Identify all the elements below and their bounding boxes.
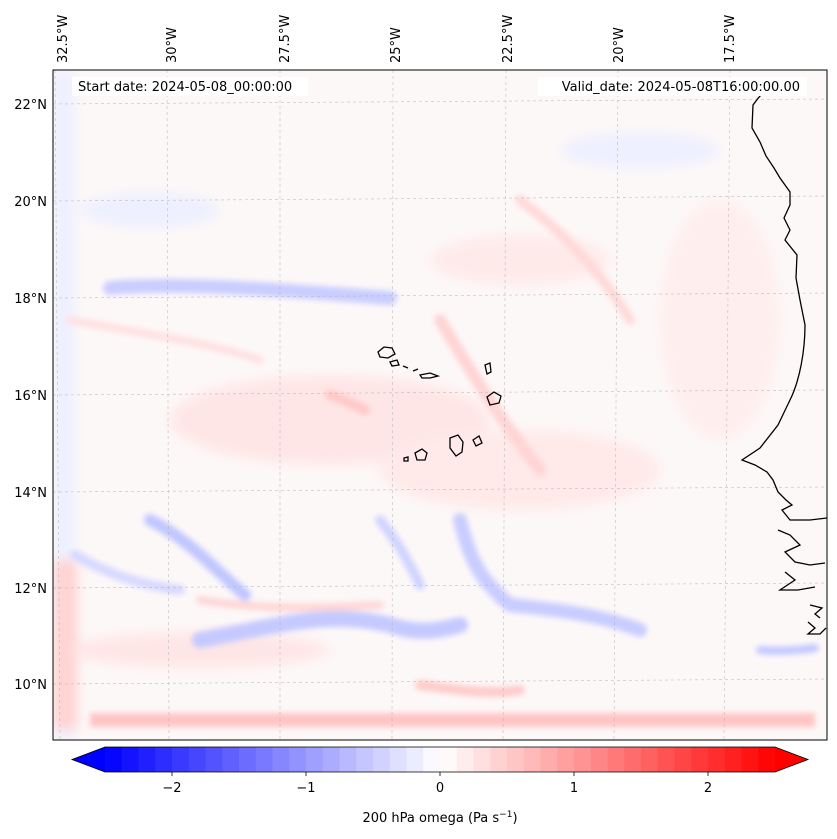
colorbar-segment	[557, 747, 575, 772]
lon-label-22-5w: 22.5°W	[501, 15, 516, 63]
lon-label-25w: 25°W	[389, 27, 404, 63]
colorbar-segment	[507, 747, 525, 772]
colorbar-segment	[205, 747, 223, 772]
colorbar-segment	[339, 747, 357, 772]
colorbar-segment	[389, 747, 408, 772]
colorbar-segment	[490, 747, 508, 772]
colorbar-segment	[724, 747, 743, 772]
colorbar-segment	[523, 747, 542, 772]
colorbar-segment	[758, 747, 776, 772]
lat-label-22n: 22°N	[14, 98, 47, 113]
lon-label-17-5w: 17.5°W	[723, 15, 738, 63]
start-date-label: Start date: 2024-05-08_00:00:00	[78, 80, 292, 95]
lat-label-10n: 10°N	[14, 678, 47, 693]
colorbar-segment	[406, 747, 424, 772]
colorbar-extend-high	[775, 747, 808, 772]
colorbar-segment	[239, 747, 257, 772]
longitude-labels: 32.5°W 30°W 27.5°W 25°W 22.5°W 20°W 17.5…	[56, 15, 738, 63]
colorbar-tick-labels: −2 −1 0 1 2	[162, 781, 712, 796]
colorbar-tick-label-minus-2: −2	[162, 781, 181, 796]
colorbar-segment	[574, 747, 592, 772]
colorbar-segment	[708, 747, 726, 772]
colorbar-segment	[138, 747, 156, 772]
colorbar-segment	[356, 747, 374, 772]
colorbar: −2 −1 0 1 2 200 hPa omega (Pa s−1)	[70, 746, 810, 826]
lon-label-30w: 30°W	[165, 27, 180, 63]
colorbar-segment	[373, 747, 391, 772]
colorbar-segment	[105, 747, 123, 772]
colorbar-segment	[322, 747, 341, 772]
colorbar-segment	[691, 747, 709, 772]
colorbar-segment	[172, 747, 190, 772]
colorbar-segment	[306, 747, 324, 772]
colorbar-tick-label-2: 2	[704, 781, 712, 796]
omega-field	[53, 70, 827, 740]
valid-date-box	[538, 77, 807, 96]
latitude-labels: 22°N 20°N 18°N 16°N 14°N 12°N 10°N	[14, 98, 47, 693]
colorbar-segment	[590, 747, 609, 772]
colorbar-segment	[741, 747, 759, 772]
colorbar-segment	[540, 747, 558, 772]
colorbar-label: 200 hPa omega (Pa s−1)	[362, 810, 517, 826]
colorbar-segment	[674, 747, 692, 772]
map-frame	[52, 69, 828, 741]
colorbar-ticks	[171, 772, 709, 776]
colorbar-segment	[423, 747, 441, 772]
colorbar-segment	[624, 747, 642, 772]
colorbar-tick-label-0: 0	[436, 781, 444, 796]
lat-label-14n: 14°N	[14, 486, 47, 501]
colorbar-segment	[657, 747, 676, 772]
colorbar-segment	[188, 747, 207, 772]
start-date-box	[72, 77, 308, 96]
cape-verde-islands	[377, 346, 502, 462]
colorbar-tick-label-1: 1	[570, 781, 578, 796]
colorbar-segment	[121, 747, 140, 772]
colorbar-segment	[289, 747, 307, 772]
lat-label-18n: 18°N	[14, 292, 47, 307]
lon-label-32-5w: 32.5°W	[56, 15, 71, 63]
colorbar-segment	[255, 747, 274, 772]
lat-label-16n: 16°N	[14, 389, 47, 404]
colorbar-segment	[272, 747, 290, 772]
colorbar-segment	[456, 747, 475, 772]
valid-date-label: Valid_date: 2024-05-08T16:00:00.00	[562, 80, 800, 95]
colorbar-segments	[72, 747, 808, 772]
colorbar-segment	[440, 747, 458, 772]
colorbar-tick-label-minus-1: −1	[296, 781, 315, 796]
colorbar-extend-low	[72, 747, 105, 772]
colorbar-segment	[641, 747, 659, 772]
lon-label-20w: 20°W	[612, 27, 627, 63]
colorbar-segment	[222, 747, 240, 772]
lon-label-27-5w: 27.5°W	[278, 15, 293, 63]
map-panel: Start date: 2024-05-08_00:00:00 Valid_da…	[52, 69, 828, 741]
map-gridlines	[53, 70, 827, 740]
colorbar-segment	[607, 747, 625, 772]
coastlines	[377, 77, 827, 635]
lat-label-20n: 20°N	[14, 195, 47, 210]
colorbar-segment	[473, 747, 491, 772]
colorbar-segment	[155, 747, 173, 772]
lat-label-12n: 12°N	[14, 582, 47, 597]
colorbar-outline	[70, 746, 810, 773]
africa-coastline	[740, 77, 827, 635]
